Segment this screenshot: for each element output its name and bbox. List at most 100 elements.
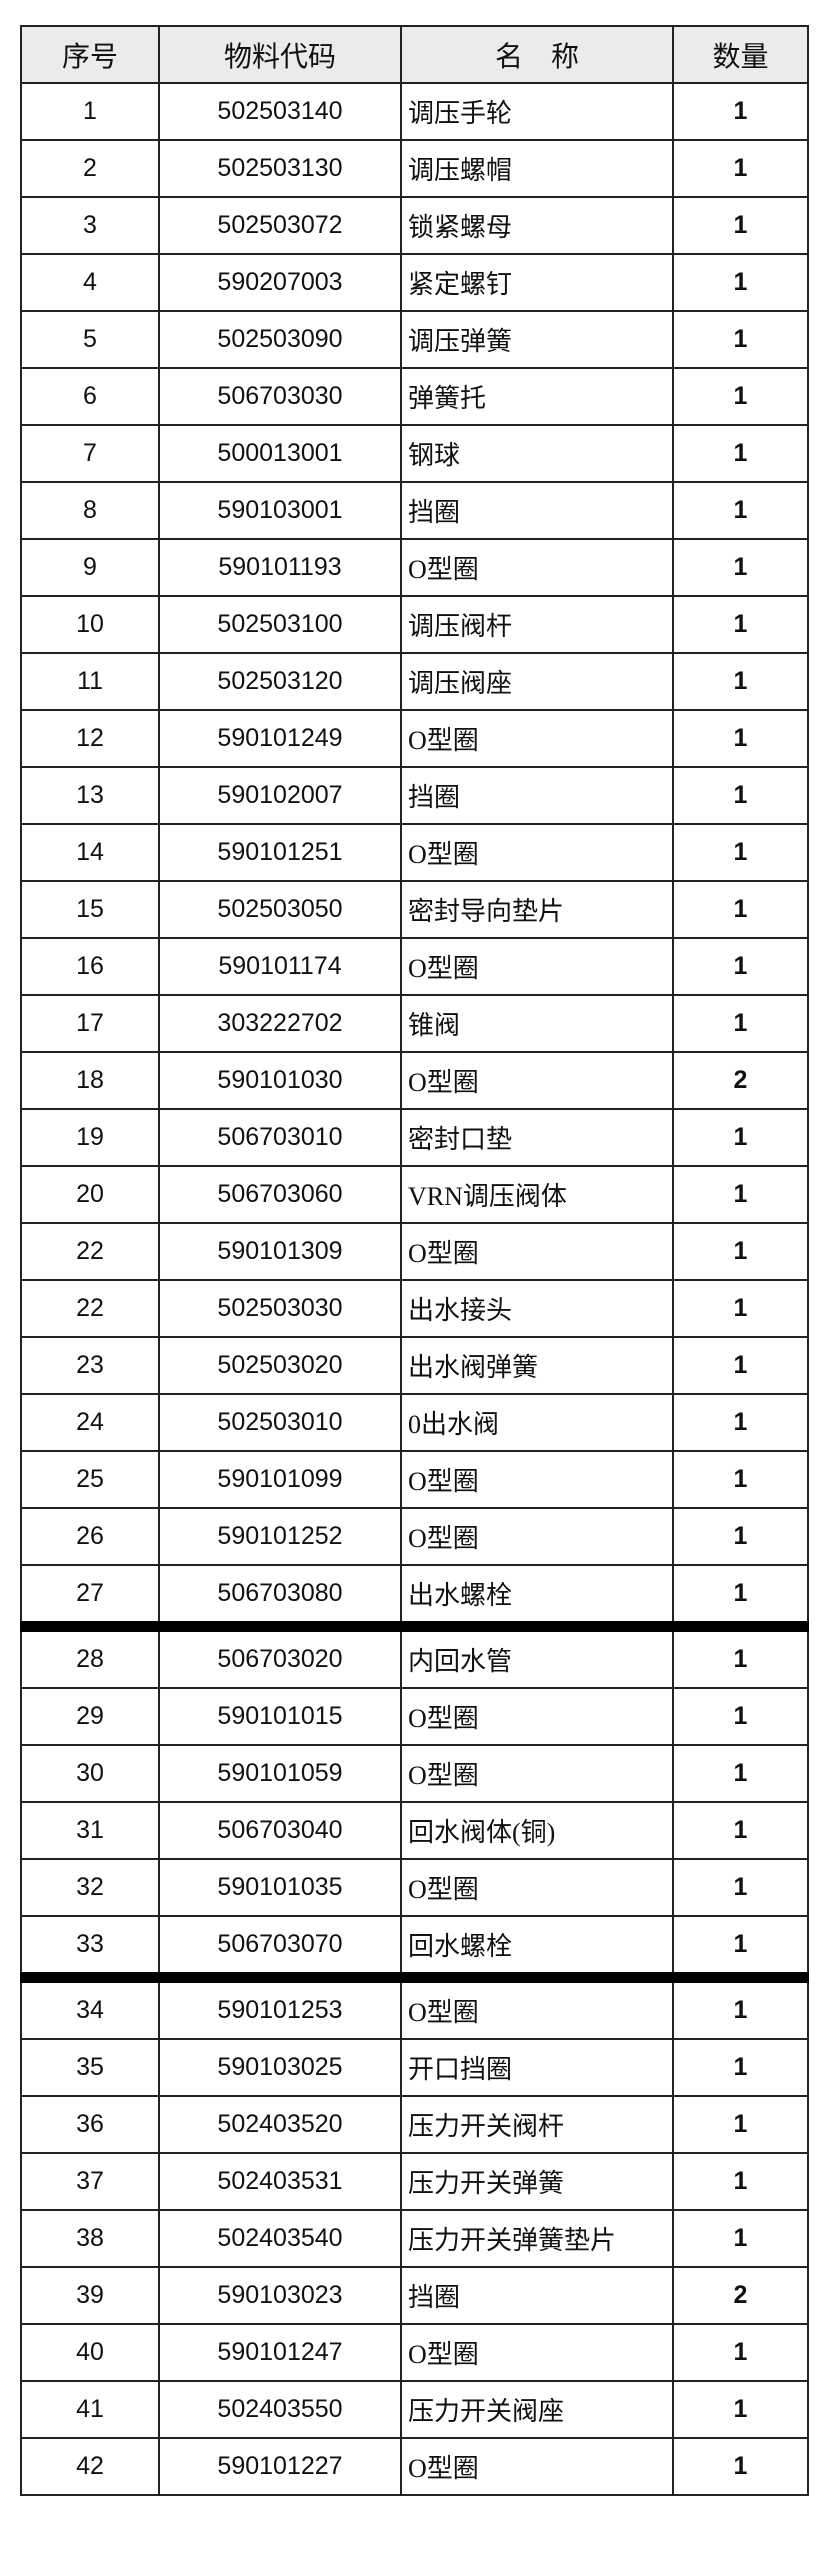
- quantity: 1: [672, 937, 809, 996]
- part-name: 压力开关弹簧垫片: [400, 2209, 674, 2268]
- row-number: 38: [20, 2209, 160, 2268]
- quantity: 1: [672, 2038, 809, 2097]
- part-name: 钢球: [400, 424, 674, 483]
- quantity: 1: [672, 1507, 809, 1566]
- table-row: 36 502403520 压力开关阀杆 1: [20, 2095, 809, 2154]
- table-row: 22 590101309 O型圈 1: [20, 1222, 809, 1281]
- quantity: 1: [672, 2095, 809, 2154]
- row-number: 23: [20, 1336, 160, 1395]
- table-row: 18 590101030 O型圈 2: [20, 1051, 809, 1110]
- table-row: 29 590101015 O型圈 1: [20, 1687, 809, 1746]
- table-row: 34 590101253 O型圈 1: [20, 1976, 809, 2040]
- part-name: 出水阀弹簧: [400, 1336, 674, 1395]
- material-code: 303222702: [158, 994, 402, 1053]
- quantity: 1: [672, 1744, 809, 1803]
- part-name: 锥阀: [400, 994, 674, 1053]
- header-cell: 物料代码: [158, 25, 402, 84]
- part-name: 压力开关弹簧: [400, 2152, 674, 2211]
- part-name: 出水接头: [400, 1279, 674, 1338]
- row-number: 20: [20, 1165, 160, 1224]
- material-code: 590101035: [158, 1858, 402, 1917]
- part-name: 压力开关阀杆: [400, 2095, 674, 2154]
- part-name: 调压弹簧: [400, 310, 674, 369]
- table-row: 40 590101247 O型圈 1: [20, 2323, 809, 2382]
- quantity: 1: [672, 310, 809, 369]
- quantity: 1: [672, 1222, 809, 1281]
- row-number: 40: [20, 2323, 160, 2382]
- quantity: 2: [672, 2266, 809, 2325]
- quantity: 1: [672, 709, 809, 768]
- quantity: 1: [672, 1165, 809, 1224]
- table-row: 6 506703030 弹簧托 1: [20, 367, 809, 426]
- table-row: 25 590101099 O型圈 1: [20, 1450, 809, 1509]
- row-number: 31: [20, 1801, 160, 1860]
- row-number: 3: [20, 196, 160, 255]
- table-row: 41 502403550 压力开关阀座 1: [20, 2380, 809, 2439]
- quantity: 1: [672, 994, 809, 1053]
- row-number: 33: [20, 1915, 160, 1983]
- part-name: O型圈: [400, 2437, 674, 2496]
- row-number: 24: [20, 1393, 160, 1452]
- part-name: O型圈: [400, 937, 674, 996]
- row-number: 27: [20, 1564, 160, 1632]
- table-row: 30 590101059 O型圈 1: [20, 1744, 809, 1803]
- quantity: 1: [672, 1858, 809, 1917]
- part-name: 开口挡圈: [400, 2038, 674, 2097]
- table-row: 27 506703080 出水螺栓 1: [20, 1564, 809, 1632]
- table-row: 35 590103025 开口挡圈 1: [20, 2038, 809, 2097]
- row-number: 39: [20, 2266, 160, 2325]
- table-row: 28 506703020 内回水管 1: [20, 1625, 809, 1689]
- table-body: 1 502503140 调压手轮 1 2 502503130 调压螺帽 1 3 502503072…: [20, 82, 809, 2496]
- quantity: 1: [672, 652, 809, 711]
- material-code: 506703060: [158, 1165, 402, 1224]
- material-code: 502503072: [158, 196, 402, 255]
- material-code: 590102007: [158, 766, 402, 825]
- row-number: 2: [20, 139, 160, 198]
- row-number: 5: [20, 310, 160, 369]
- row-number: 22: [20, 1279, 160, 1338]
- material-code: 590101253: [158, 1976, 402, 2040]
- part-name: 密封口垫: [400, 1108, 674, 1167]
- material-code: 590101099: [158, 1450, 402, 1509]
- header-cell: 名 称: [400, 25, 674, 84]
- table-row: 16 590101174 O型圈 1: [20, 937, 809, 996]
- part-name: 挡圈: [400, 2266, 674, 2325]
- material-code: 502503090: [158, 310, 402, 369]
- material-code: 590101174: [158, 937, 402, 996]
- part-name: O型圈: [400, 1051, 674, 1110]
- row-number: 28: [20, 1625, 160, 1689]
- table-row: 39 590103023 挡圈 2: [20, 2266, 809, 2325]
- material-code: 502403540: [158, 2209, 402, 2268]
- material-code: 590101193: [158, 538, 402, 597]
- quantity: 1: [672, 139, 809, 198]
- part-name: 压力开关阀座: [400, 2380, 674, 2439]
- quantity: 1: [672, 1687, 809, 1746]
- material-code: 590103001: [158, 481, 402, 540]
- quantity: 1: [672, 1450, 809, 1509]
- part-name: 锁紧螺母: [400, 196, 674, 255]
- material-code: 590101247: [158, 2323, 402, 2382]
- table-row: 32 590101035 O型圈 1: [20, 1858, 809, 1917]
- quantity: 1: [672, 2209, 809, 2268]
- row-number: 41: [20, 2380, 160, 2439]
- quantity: 1: [672, 595, 809, 654]
- quantity: 1: [672, 481, 809, 540]
- table-row: 13 590102007 挡圈 1: [20, 766, 809, 825]
- part-name: 调压螺帽: [400, 139, 674, 198]
- material-code: 506703040: [158, 1801, 402, 1860]
- header-cell: 序号: [20, 25, 160, 84]
- part-name: O型圈: [400, 1744, 674, 1803]
- material-code: 506703070: [158, 1915, 402, 1983]
- part-name: 出水螺栓: [400, 1564, 674, 1632]
- quantity: 2: [672, 1051, 809, 1110]
- material-code: 590101251: [158, 823, 402, 882]
- row-number: 42: [20, 2437, 160, 2496]
- table-row: 8 590103001 挡圈 1: [20, 481, 809, 540]
- table-row: 12 590101249 O型圈 1: [20, 709, 809, 768]
- row-number: 12: [20, 709, 160, 768]
- part-name: 挡圈: [400, 766, 674, 825]
- material-code: 502503130: [158, 139, 402, 198]
- quantity: 1: [672, 82, 809, 141]
- part-name: O型圈: [400, 1450, 674, 1509]
